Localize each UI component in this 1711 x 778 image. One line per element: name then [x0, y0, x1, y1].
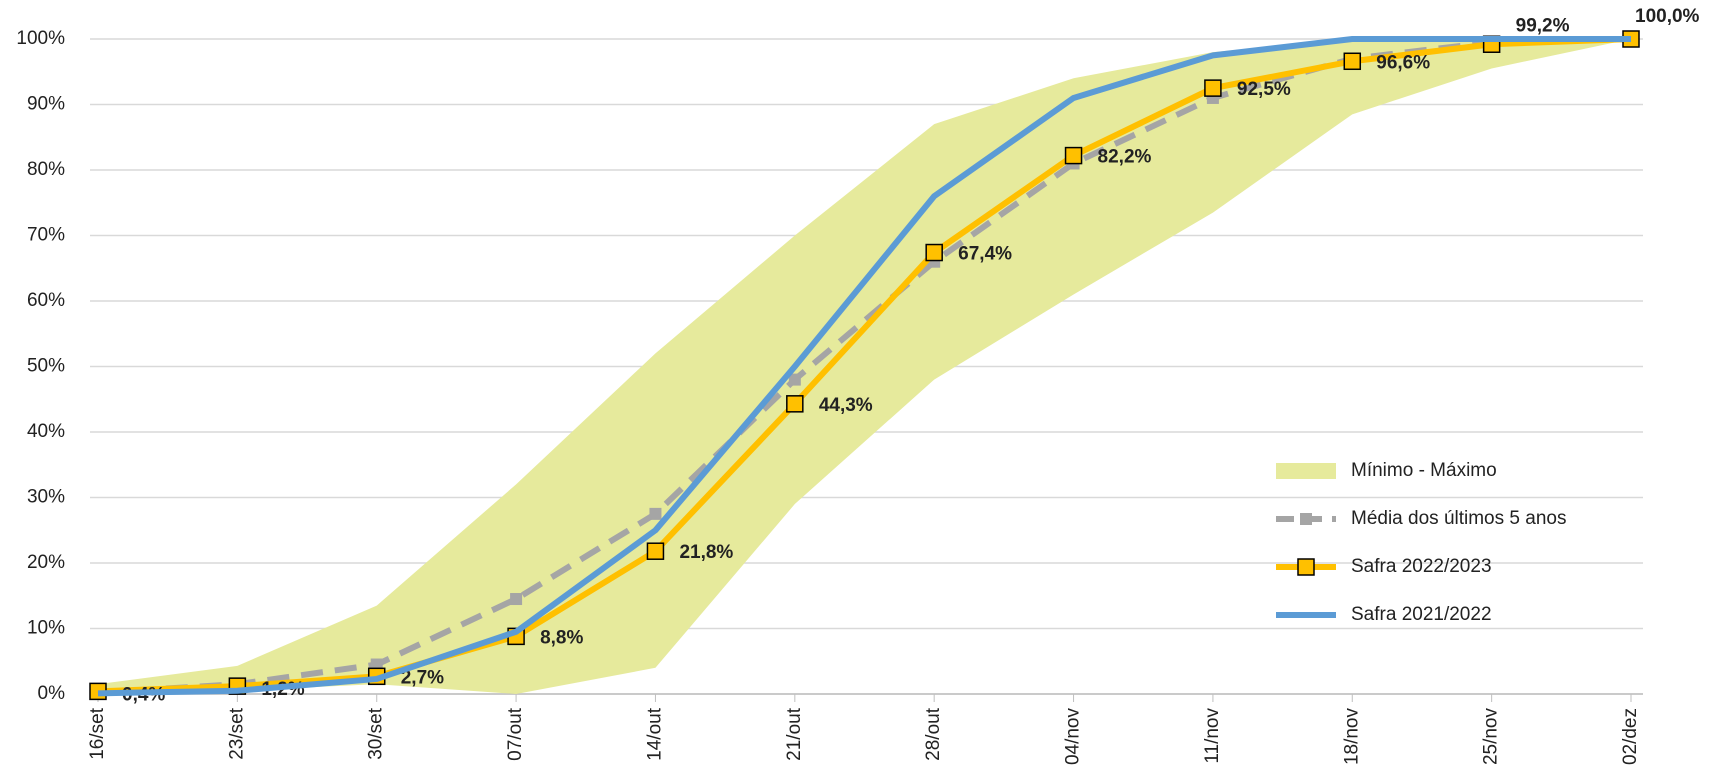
marker — [786, 395, 804, 413]
legend-label: Média dos últimos 5 anos — [1351, 508, 1566, 529]
marker — [646, 542, 665, 560]
x-tick-label: 21/out — [784, 707, 805, 761]
y-tick-label: 10% — [27, 618, 65, 639]
data-label: 99,2% — [1516, 15, 1570, 36]
legend-swatch — [1276, 463, 1336, 479]
range-area — [98, 39, 1631, 694]
data-label: 100,0% — [1635, 6, 1700, 27]
x-tick-label: 04/nov — [1063, 708, 1084, 766]
data-label: 44,3% — [819, 395, 873, 416]
legend-label: Safra 2021/2022 — [1351, 604, 1492, 625]
y-tick-label: 100% — [16, 28, 65, 49]
y-tick-label: 0% — [38, 683, 66, 704]
x-tick-label: 14/out — [644, 707, 665, 761]
legend-marker — [1297, 558, 1315, 576]
marker — [788, 373, 801, 386]
marker — [370, 658, 383, 671]
data-label: 67,4% — [958, 244, 1012, 265]
series-line — [97, 36, 1631, 697]
y-tick-label: 20% — [27, 552, 65, 573]
data-label: 82,2% — [1098, 147, 1152, 168]
x-tick-label: 02/dez — [1620, 708, 1641, 765]
x-tick-label: 30/set — [366, 707, 387, 759]
x-tick-label: 11/nov — [1202, 708, 1223, 764]
marker — [925, 243, 943, 262]
x-tick-label: 16/set — [87, 707, 108, 759]
x-tick-label: 07/out — [505, 707, 526, 761]
marker — [1204, 79, 1222, 97]
x-tick-label: 18/nov — [1341, 708, 1362, 766]
y-tick-label: 30% — [27, 487, 65, 508]
marker — [510, 593, 523, 606]
marker — [1064, 146, 1083, 165]
data-label: 96,6% — [1376, 52, 1430, 73]
y-tick-label: 50% — [27, 356, 65, 377]
data-label: 92,5% — [1237, 79, 1291, 100]
marker — [1343, 52, 1362, 71]
y-tick-label: 70% — [27, 225, 65, 246]
data-label: 2,7% — [401, 667, 444, 688]
y-tick-label: 40% — [27, 421, 65, 442]
legend-marker — [1300, 513, 1312, 525]
marker — [649, 507, 662, 520]
x-tick-label: 25/nov — [1481, 708, 1502, 766]
legend-label: Mínimo - Máximo — [1351, 460, 1497, 481]
y-tick-label: 80% — [27, 159, 65, 180]
x-tick-label: 28/out — [923, 707, 944, 761]
legend-label: Safra 2022/2023 — [1351, 556, 1492, 577]
y-tick-label: 90% — [27, 94, 65, 115]
data-label: 8,8% — [540, 627, 583, 648]
data-label: 21,8% — [679, 542, 733, 563]
y-tick-label: 60% — [27, 290, 65, 311]
x-tick-label: 23/set — [226, 707, 247, 759]
